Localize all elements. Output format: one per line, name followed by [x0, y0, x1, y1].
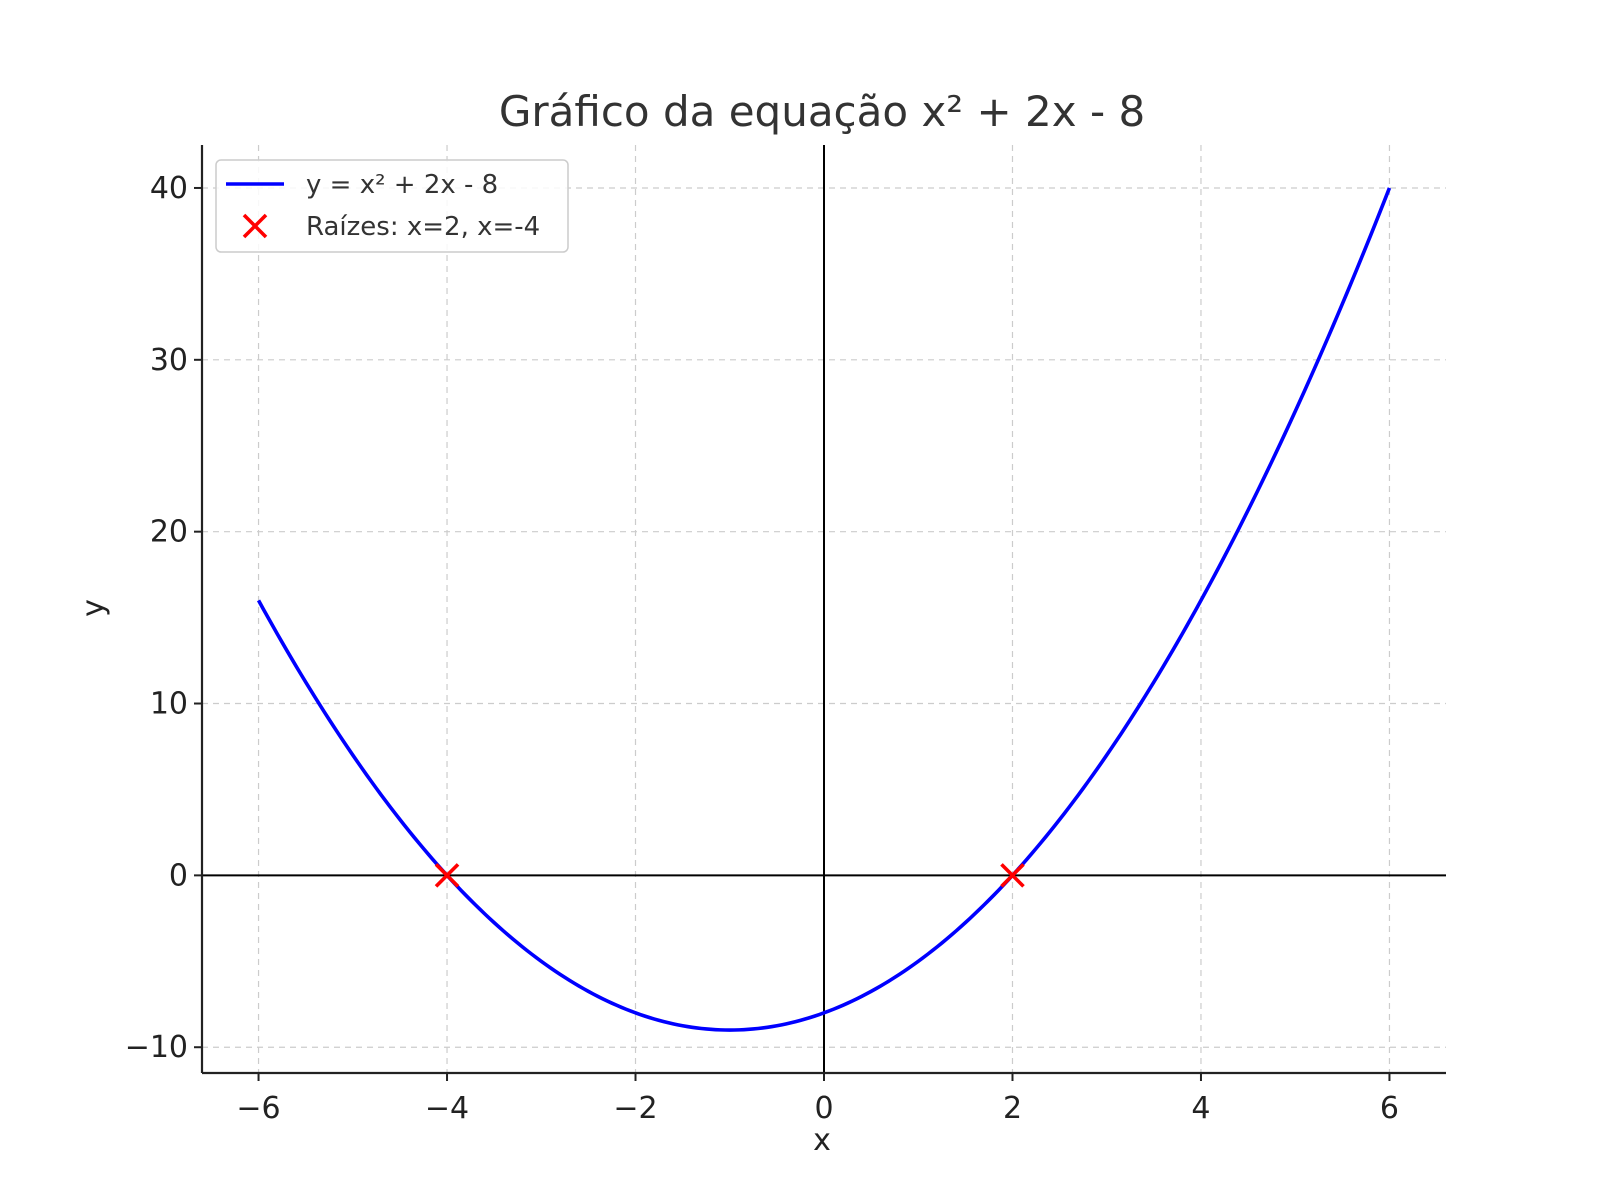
root-marker: [1000, 863, 1025, 888]
y-tick-label: −10: [125, 1030, 188, 1065]
root-marker: [434, 863, 460, 888]
root-marker-stroke: [434, 863, 460, 888]
x-tick-label: 4: [1191, 1091, 1210, 1126]
legend-label: y = x² + 2x - 8: [306, 170, 498, 200]
legend-marker-swatch: [242, 213, 268, 239]
x-tick-label: −6: [236, 1091, 280, 1126]
y-tick-label: 40: [150, 171, 188, 206]
chart-title: Gráfico da equação x² + 2x - 8: [499, 87, 1145, 136]
legend: y = x² + 2x - 8 Raízes: x=2, x=-4: [215, 159, 569, 253]
x-tick-label: −2: [613, 1091, 657, 1126]
y-axis-label: y: [76, 599, 111, 617]
series-layer: [256, 187, 1392, 1032]
x-axis-label: x: [813, 1123, 831, 1158]
zero-lines: [202, 145, 1446, 1073]
y-tick-label: 20: [150, 515, 188, 550]
legend-marker-stroke: [242, 213, 268, 239]
legend-label: Raízes: x=2, x=-4: [306, 212, 540, 242]
y-tick-label: 30: [150, 343, 188, 378]
x-tick-label: 6: [1380, 1091, 1399, 1126]
y-tick-label: 0: [169, 858, 188, 893]
x-tick-label: −4: [425, 1091, 469, 1126]
root-marker-stroke: [1000, 863, 1025, 888]
x-tick-label: 2: [1003, 1091, 1022, 1126]
y-tick-label: 10: [150, 687, 188, 722]
ticks: −6 −4 −2 0 2 4 6 −10 0 10 20 30 40: [125, 171, 1399, 1126]
legend-box: [215, 159, 569, 253]
x-tick-label: 0: [814, 1091, 833, 1126]
